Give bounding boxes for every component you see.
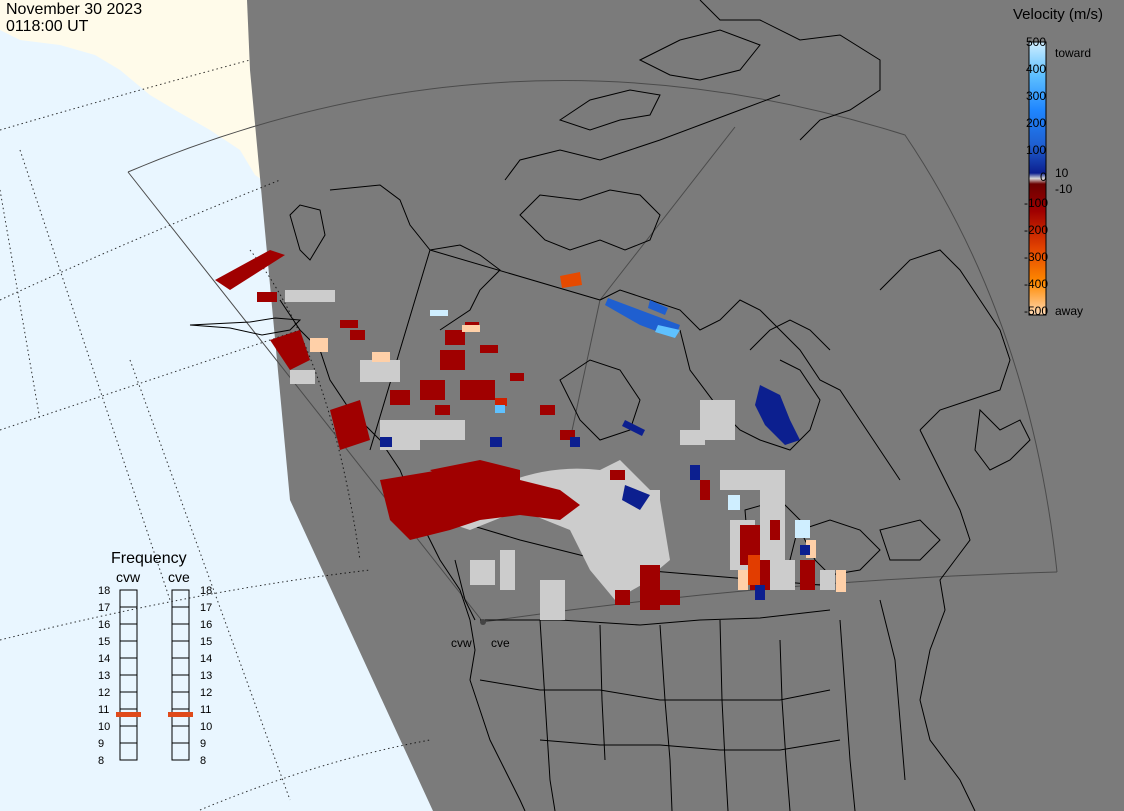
legend-tick: -400 [1024, 277, 1049, 291]
frequency-tick-right: 16 [200, 619, 213, 631]
frequency-panels [119, 589, 190, 761]
legend-away-label: away [1055, 304, 1084, 318]
frequency-tick-right: 13 [200, 670, 213, 682]
frequency-tick-right: 12 [200, 687, 213, 699]
station-label-cvw: cvw [451, 636, 472, 650]
frequency-tick-left: 10 [98, 721, 111, 733]
frequency-tick-right: 15 [200, 636, 213, 648]
date-label: November 30 2023 [6, 1, 143, 18]
legend-title: Velocity (m/s) [1013, 6, 1104, 23]
frequency-col-cvw: cvw [116, 569, 141, 585]
frequency-tick-right: 17 [200, 602, 213, 614]
frequency-tick-left: 9 [98, 738, 105, 750]
legend-tick: -500 [1024, 304, 1049, 318]
time-label: 0118:00 UT [6, 18, 89, 35]
frequency-tick-right: 8 [200, 755, 207, 767]
frequency-tick-right: 10 [200, 721, 213, 733]
legend-inner-pos: 10 [1055, 166, 1069, 180]
frequency-tick-left: 14 [98, 653, 111, 665]
frequency-tick-left: 11 [98, 704, 110, 716]
velocity-toward [380, 298, 810, 600]
alaska-landmass [0, 0, 275, 185]
legend-tick: -100 [1024, 196, 1049, 210]
legend-inner-neg: -10 [1055, 182, 1073, 196]
siberia-landmass [0, 0, 230, 60]
frequency-marker-cve [168, 712, 193, 717]
legend-tick: 200 [1026, 116, 1047, 130]
frequency-tick-left: 18 [98, 585, 111, 597]
velocity-away [215, 250, 815, 610]
station-label-cve: cve [491, 636, 510, 650]
legend-toward-label: toward [1055, 46, 1092, 60]
frequency-tick-right: 18 [200, 585, 213, 597]
radar-site-marker [480, 619, 486, 625]
frequency-tick-left: 17 [98, 602, 111, 614]
night-region [247, 0, 1124, 811]
frequency-title: Frequency [111, 550, 187, 567]
frequency-tick-left: 15 [98, 636, 111, 648]
frequency-marker-cvw [116, 712, 141, 717]
legend-tick: -300 [1024, 250, 1049, 264]
frequency-tick-left: 13 [98, 670, 111, 682]
frequency-tick-left: 16 [98, 619, 111, 631]
legend-tick: 0 [1040, 170, 1047, 184]
frequency-tick-right: 11 [200, 704, 212, 716]
legend-tick: 100 [1026, 143, 1047, 157]
frequency-col-cve: cve [168, 569, 190, 585]
velocity-strong-away [310, 272, 846, 592]
velocity-colorbar [1028, 41, 1047, 316]
frequency-tick-right: 9 [200, 738, 207, 750]
legend-tick: -200 [1024, 223, 1049, 237]
legend-tick: 400 [1026, 62, 1047, 76]
frequency-tick-right: 14 [200, 653, 213, 665]
legend-tick: 500 [1026, 35, 1047, 49]
legend-tick: 300 [1026, 89, 1047, 103]
frequency-tick-left: 12 [98, 687, 111, 699]
frequency-tick-left: 8 [98, 755, 105, 767]
graticule [0, 59, 431, 811]
